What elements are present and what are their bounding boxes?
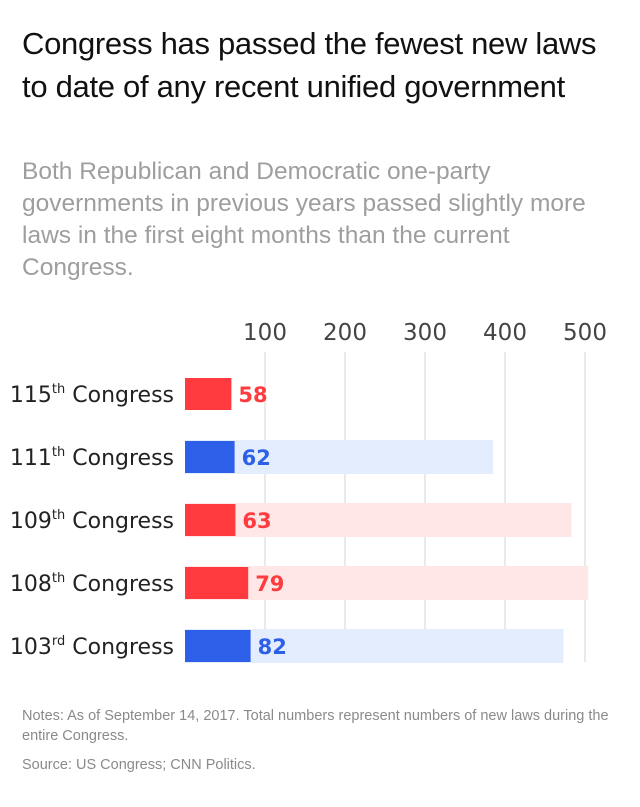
bar [185, 567, 249, 599]
x-tick-label: 400 [483, 320, 527, 346]
x-tick-label: 500 [563, 320, 607, 346]
value-label: 63 [242, 509, 271, 533]
value-label: 58 [238, 383, 267, 407]
chart-subtitle: Both Republican and Democratic one-party… [22, 158, 586, 281]
category-label: 108th Congress [10, 571, 174, 597]
bar [185, 504, 236, 536]
x-tick-label: 200 [323, 320, 367, 346]
value-label: 82 [258, 635, 287, 659]
bar-chart: 100 200 300 400 500 115th Congress 111th Cong… [10, 320, 607, 663]
category-label: 111th Congress [10, 445, 174, 471]
x-tick-label: 300 [403, 320, 447, 346]
bar [185, 441, 235, 473]
category-labels: 115th Congress 111th Congress 109th Congre… [10, 382, 174, 660]
total-bar [185, 440, 493, 474]
bar [185, 378, 232, 410]
category-label: 115th Congress [10, 382, 174, 408]
chart-title: Congress has passed the fewest new laws … [22, 26, 597, 104]
x-tick-label: 100 [243, 320, 287, 346]
value-label: 62 [242, 446, 271, 470]
total-bar [185, 503, 572, 537]
bar [185, 630, 251, 662]
total-bar [185, 566, 589, 600]
x-axis-ticks: 100 200 300 400 500 [243, 320, 607, 346]
bars [185, 378, 251, 662]
category-label: 109th Congress [10, 508, 174, 534]
value-label: 79 [255, 572, 284, 596]
value-labels: 58 62 63 79 82 [238, 383, 286, 659]
total-bars [185, 440, 589, 663]
category-label: 103rd Congress [10, 634, 174, 660]
chart-notes: Notes: As of September 14, 2017. Total n… [22, 708, 609, 744]
chart-source: Source: US Congress; CNN Politics. [22, 757, 256, 773]
